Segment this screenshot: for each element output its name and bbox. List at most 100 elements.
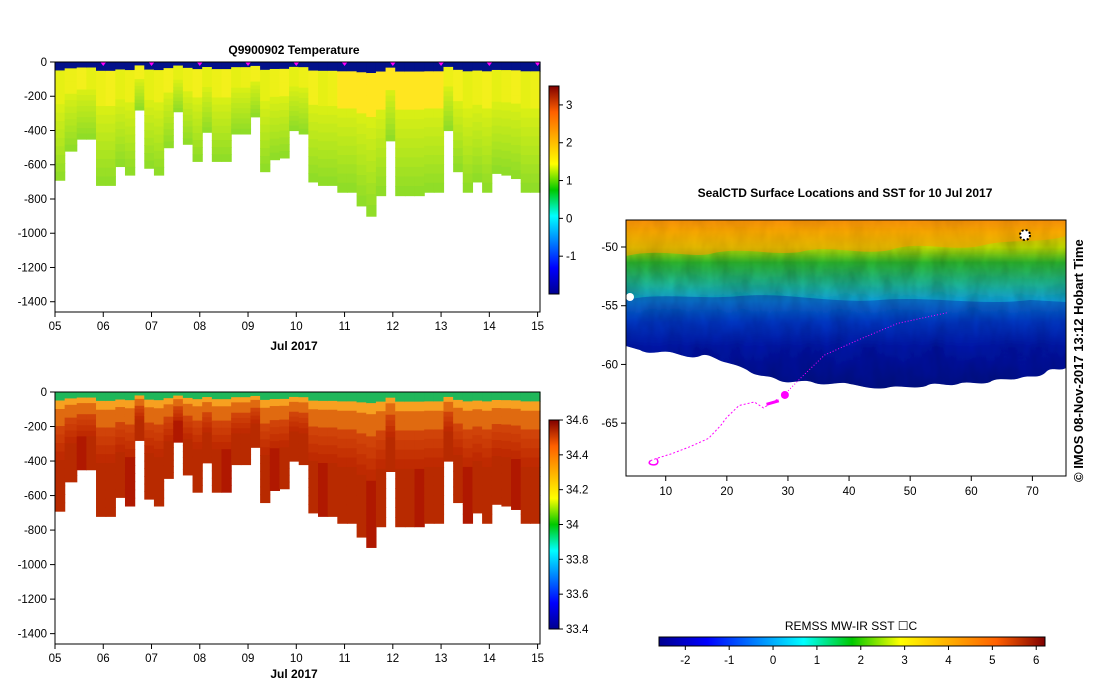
- profile-cell: [279, 461, 290, 469]
- temperature-axes-frame: [54, 61, 541, 313]
- profile-cell: [318, 106, 329, 116]
- track-cluster: [766, 399, 780, 406]
- profile-cell: [511, 492, 522, 502]
- profile-cell: [424, 438, 435, 449]
- profile-cell: [64, 62, 78, 69]
- profile-column: [202, 392, 213, 464]
- profile-cell: [260, 93, 271, 102]
- profile-cell: [337, 62, 348, 72]
- profile-cell: [115, 437, 126, 446]
- profile-cell: [240, 412, 252, 419]
- profile-cell: [96, 418, 107, 429]
- profile-cell: [356, 402, 367, 414]
- profile-cell: [482, 420, 493, 431]
- profile-column: [269, 392, 280, 491]
- profile-cell: [404, 517, 416, 528]
- profile-cell: [76, 78, 87, 85]
- profile-cell: [318, 132, 329, 142]
- profile-cell: [482, 429, 493, 440]
- profile-cell: [346, 154, 358, 165]
- profile-cell: [163, 110, 174, 118]
- profile-cell: [153, 70, 165, 79]
- profile-cell: [211, 406, 223, 415]
- profile-cell: [308, 400, 319, 410]
- profile-cell: [404, 507, 416, 518]
- profile-cell: [366, 514, 377, 526]
- profile-cell: [105, 97, 116, 107]
- profile-cell: [346, 495, 358, 506]
- profile-cell: [134, 419, 145, 424]
- profile-cell: [124, 392, 136, 401]
- profile-cell: [520, 504, 531, 515]
- profile-cell: [472, 409, 483, 419]
- profile-column: [511, 392, 522, 510]
- profile-cell: [530, 438, 541, 449]
- profile-cell: [337, 127, 348, 137]
- profile-cell: [491, 400, 502, 409]
- profile-cell: [298, 123, 309, 130]
- profile-cell: [491, 448, 502, 457]
- profile-cell: [202, 82, 213, 88]
- x-tick-label: 13: [435, 321, 448, 333]
- profile-cell: [318, 97, 329, 107]
- profile-cell: [424, 457, 435, 468]
- profile-cell: [337, 136, 348, 147]
- profile-cell: [433, 495, 445, 506]
- profile-cell: [511, 153, 522, 163]
- profile-cell: [298, 77, 309, 84]
- profile-cell: [105, 418, 116, 429]
- profile-cell: [395, 62, 406, 73]
- profile-cell: [433, 62, 445, 72]
- profile-cell: [501, 457, 512, 466]
- x-tick-label: 10: [290, 321, 303, 333]
- y-tick-label: -1400: [18, 629, 47, 641]
- x-tick-label: 14: [483, 321, 496, 333]
- profile-cell: [375, 420, 387, 432]
- profile-cell: [414, 392, 425, 403]
- profile-cell: [279, 151, 290, 159]
- profile-cell: [462, 173, 474, 184]
- profile-cell: [163, 422, 174, 430]
- profile-cell: [96, 88, 107, 98]
- profile-cell: [115, 84, 126, 93]
- profile-cell: [308, 87, 319, 97]
- profile-cell: [520, 495, 531, 506]
- profile-cell: [424, 466, 435, 477]
- profile-cell: [443, 96, 454, 102]
- profile-cell: [231, 113, 242, 120]
- profile-cell: [482, 495, 493, 506]
- profile-cell: [298, 72, 309, 79]
- profile-cell: [250, 435, 261, 440]
- profile-column: [182, 62, 194, 145]
- profile-cell: [375, 128, 387, 139]
- profile-cell: [64, 430, 78, 438]
- profile-cell: [115, 407, 126, 416]
- profile-cell: [453, 124, 464, 134]
- profile-cell: [289, 421, 300, 428]
- profile-cell: [144, 69, 155, 78]
- profile-cell: [240, 118, 252, 125]
- profile-column: [124, 392, 136, 507]
- y-tick-label: -800: [24, 525, 47, 537]
- colorbar-tick-label: 34: [566, 520, 579, 532]
- profile-cell: [55, 129, 66, 139]
- profile-column: [182, 392, 194, 476]
- profile-column: [443, 392, 454, 462]
- profile-cell: [511, 392, 522, 401]
- profile-cell: [443, 401, 454, 408]
- profile-cell: [105, 507, 116, 517]
- profile-cell: [443, 392, 454, 398]
- position-marker: [389, 62, 396, 66]
- profile-column: [298, 392, 309, 466]
- profile-cell: [298, 428, 309, 435]
- profile-column: [115, 62, 126, 168]
- profile-cell: [462, 420, 474, 431]
- profile-cell: [318, 392, 329, 402]
- profile-cell: [443, 431, 454, 437]
- profile-cell: [462, 89, 474, 100]
- profile-cell: [153, 118, 165, 128]
- profile-cell: [472, 495, 483, 505]
- profile-cell: [414, 478, 425, 489]
- profile-cell: [96, 498, 107, 508]
